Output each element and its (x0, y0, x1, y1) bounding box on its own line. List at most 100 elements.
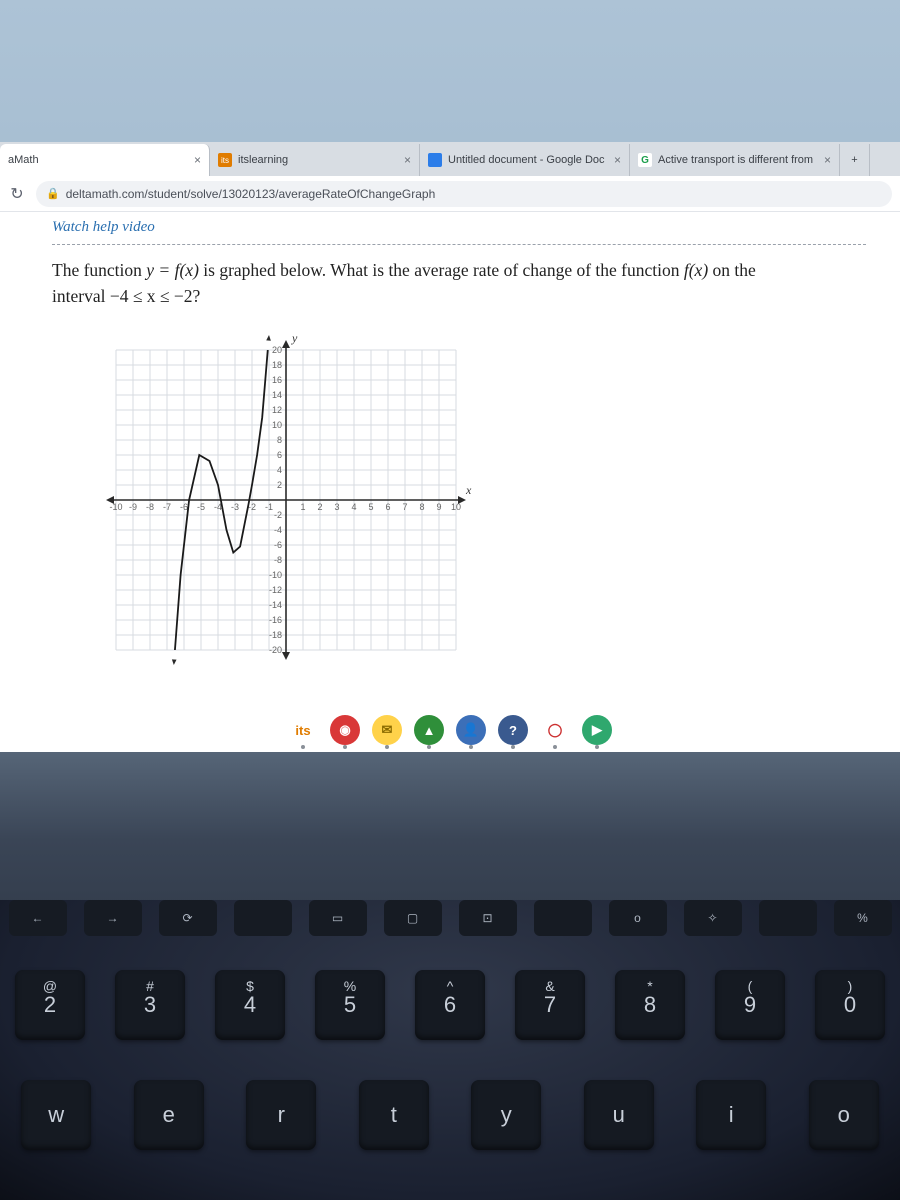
tab-google-search[interactable]: G Active transport is different from × (630, 144, 840, 176)
number-key: @2 (15, 970, 85, 1040)
question-part: is graphed below. What is the average ra… (199, 260, 684, 280)
address-bar: ↻ 🔒 deltamath.com/student/solve/13020123… (0, 176, 900, 212)
svg-text:4: 4 (277, 465, 282, 475)
svg-text:-6: -6 (274, 540, 282, 550)
tab-label: aMath (8, 154, 39, 166)
tab-label: itslearning (238, 154, 288, 166)
function-key: o (609, 900, 667, 936)
svg-text:-4: -4 (274, 525, 282, 535)
svg-text:6: 6 (385, 502, 390, 512)
number-key: ^6 (415, 970, 485, 1040)
function-row: ←→⟳▭▢⊡o✧% (0, 900, 900, 944)
taskbar-app-icon[interactable]: ◯ (540, 715, 570, 745)
taskbar-app-icon[interactable]: 👤 (456, 715, 486, 745)
letter-key: i (696, 1080, 766, 1150)
new-tab-button[interactable]: + (840, 144, 870, 176)
letter-key: o (809, 1080, 879, 1150)
monitor-screen: aMath × its itslearning × Untitled docum… (0, 142, 900, 752)
number-key: &7 (515, 970, 585, 1040)
function-key: ← (9, 900, 67, 936)
number-key: #3 (115, 970, 185, 1040)
svg-text:-20: -20 (269, 645, 282, 655)
svg-text:6: 6 (277, 450, 282, 460)
svg-text:12: 12 (272, 405, 282, 415)
number-key: $4 (215, 970, 285, 1040)
url-field[interactable]: 🔒 deltamath.com/student/solve/13020123/a… (36, 181, 892, 207)
svg-text:-8: -8 (274, 555, 282, 565)
svg-text:y: y (291, 331, 298, 345)
taskbar-app-icon[interactable]: ◉ (330, 715, 360, 745)
svg-text:-10: -10 (109, 502, 122, 512)
svg-text:10: 10 (451, 502, 461, 512)
svg-text:-10: -10 (269, 570, 282, 580)
svg-text:9: 9 (436, 502, 441, 512)
tab-deltamath[interactable]: aMath × (0, 144, 210, 176)
page-content: Watch help video The function y = f(x) i… (0, 212, 900, 752)
reload-icon[interactable]: ↻ (8, 185, 26, 203)
letter-key: y (471, 1080, 541, 1150)
letter-key: e (134, 1080, 204, 1150)
browser-window: aMath × its itslearning × Untitled docum… (0, 142, 900, 752)
letter-key: w (21, 1080, 91, 1150)
number-key: )0 (815, 970, 885, 1040)
favicon-icon: G (638, 153, 652, 167)
svg-text:7: 7 (402, 502, 407, 512)
function-key: ⟳ (159, 900, 217, 936)
question-math: −4 ≤ x ≤ −2? (110, 286, 200, 306)
close-icon[interactable]: × (614, 153, 621, 167)
question-math: f(x) (684, 260, 708, 280)
svg-text:4: 4 (351, 502, 356, 512)
svg-text:-18: -18 (269, 630, 282, 640)
qwerty-row: wertyuio (0, 1080, 900, 1150)
close-icon[interactable]: × (194, 153, 201, 167)
svg-text:20: 20 (272, 345, 282, 355)
function-graph: -10-9-8-7-6-5-4-3-2-112345678910-20-18-1… (96, 330, 476, 670)
function-key (534, 900, 592, 936)
number-key: (9 (715, 970, 785, 1040)
svg-text:16: 16 (272, 375, 282, 385)
taskbar: its ◉ ✉ ▲ 👤? ◯ ▶ (0, 708, 900, 752)
svg-text:5: 5 (368, 502, 373, 512)
svg-text:-2: -2 (274, 510, 282, 520)
tab-strip: aMath × its itslearning × Untitled docum… (0, 142, 900, 176)
svg-text:14: 14 (272, 390, 282, 400)
svg-text:3: 3 (334, 502, 339, 512)
number-key: *8 (615, 970, 685, 1040)
url-text: deltamath.com/student/solve/13020123/ave… (66, 187, 436, 201)
letter-key: u (584, 1080, 654, 1150)
number-key: %5 (315, 970, 385, 1040)
tab-label: Untitled document - Google Doc (448, 154, 605, 166)
svg-text:2: 2 (277, 480, 282, 490)
svg-text:-3: -3 (231, 502, 239, 512)
svg-text:8: 8 (277, 435, 282, 445)
taskbar-app-icon[interactable]: ? (498, 715, 528, 745)
number-row: @2 #3 $4 %5 ^6&7 *8 (9 )0 (0, 970, 900, 1040)
favicon-icon: its (218, 153, 232, 167)
function-key: % (834, 900, 892, 936)
close-icon[interactable]: × (824, 153, 831, 167)
question-math: y = f(x) (146, 260, 199, 280)
tab-label: Active transport is different from (658, 154, 813, 166)
svg-text:-7: -7 (163, 502, 171, 512)
tab-googledoc[interactable]: Untitled document - Google Doc × (420, 144, 630, 176)
function-key: ▭ (309, 900, 367, 936)
physical-keyboard: ←→⟳▭▢⊡o✧% @2#3$4%5^6&7*8(9)0 wertyuio (0, 900, 900, 1200)
function-key: → (84, 900, 142, 936)
svg-text:-6: -6 (180, 502, 188, 512)
svg-text:x: x (465, 483, 472, 497)
tab-itslearning[interactable]: its itslearning × (210, 144, 420, 176)
function-key (234, 900, 292, 936)
close-icon[interactable]: × (404, 153, 411, 167)
watch-help-video-link[interactable]: Watch help video (52, 219, 155, 235)
taskbar-app-icon[interactable]: ▶ (582, 715, 612, 745)
letter-key: t (359, 1080, 429, 1150)
function-key: ▢ (384, 900, 442, 936)
svg-text:1: 1 (300, 502, 305, 512)
lock-icon: 🔒 (46, 187, 60, 200)
svg-text:18: 18 (272, 360, 282, 370)
taskbar-app-icon[interactable]: ✉ (372, 715, 402, 745)
taskbar-app-icon[interactable]: its (288, 715, 318, 745)
chart-container: -10-9-8-7-6-5-4-3-2-112345678910-20-18-1… (96, 330, 866, 675)
question-text: The function y = f(x) is graphed below. … (52, 257, 812, 310)
taskbar-app-icon[interactable]: ▲ (414, 715, 444, 745)
